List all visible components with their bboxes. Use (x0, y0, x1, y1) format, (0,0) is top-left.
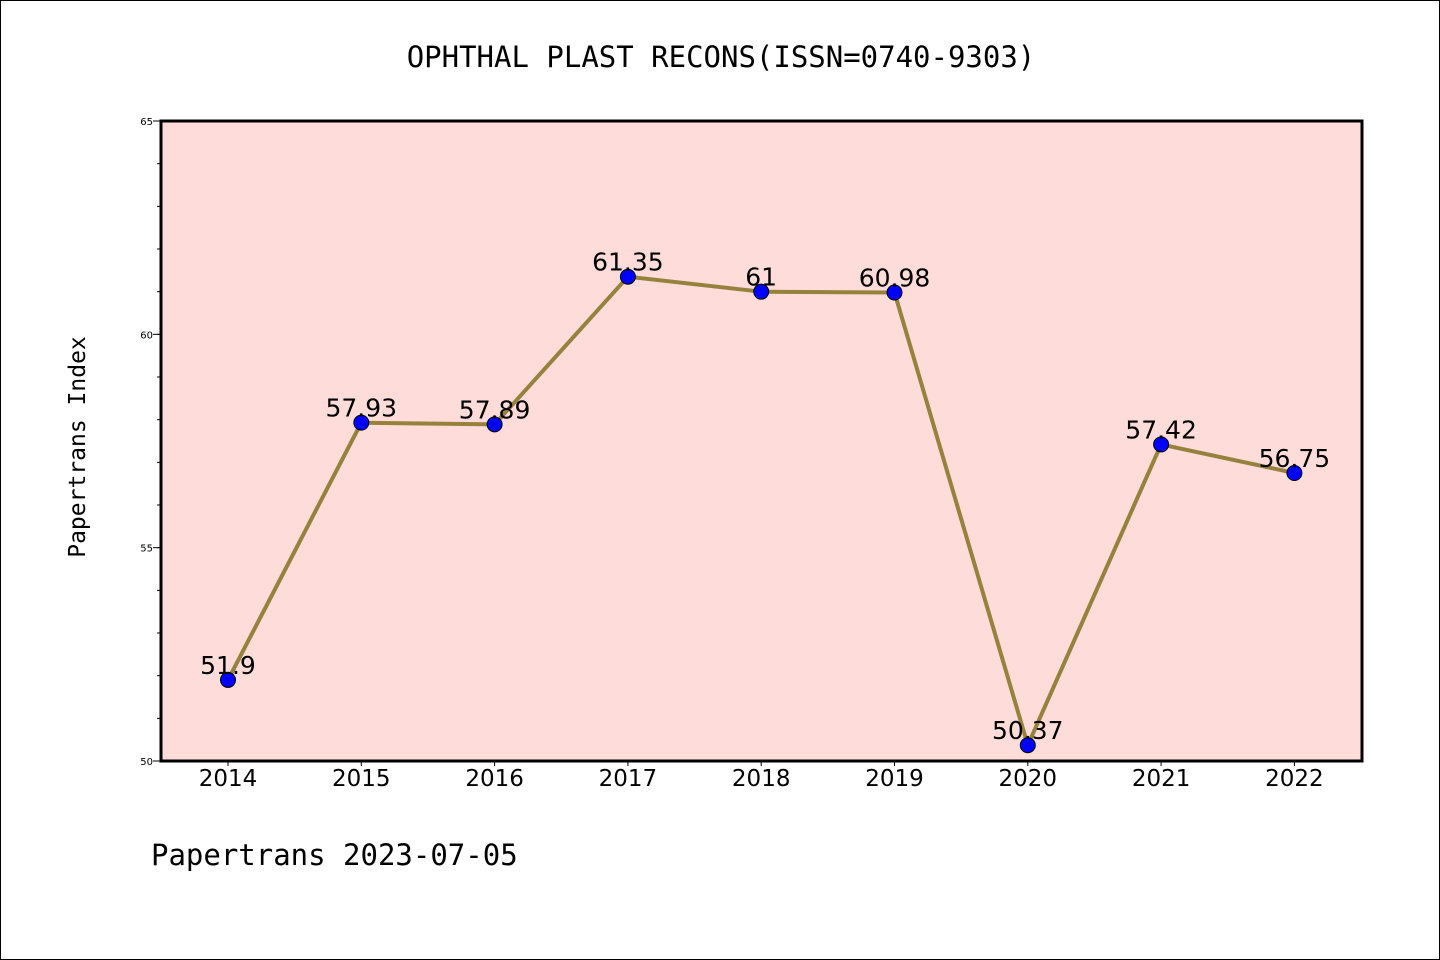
data-labels-group: 51.9 57.93 57.89 61.35 61 60.98 50.37 57.42 56.7… (200, 248, 1330, 745)
series-points-group (220, 268, 1303, 754)
x-tick-label: 2016 (465, 766, 524, 792)
data-label: 57.89 (459, 395, 531, 424)
y-tick-label: 50 (140, 757, 153, 768)
x-tick-label: 2018 (732, 766, 791, 792)
data-point (220, 671, 236, 688)
data-label: 61.35 (592, 248, 664, 277)
x-tick-label: 2015 (332, 766, 391, 792)
plot-frame (159, 119, 1364, 763)
data-label: 57.42 (1125, 415, 1197, 444)
x-tick-label: 2019 (865, 766, 924, 792)
x-tick-label: 2014 (199, 766, 258, 792)
data-point (753, 283, 770, 300)
data-label: 60.98 (859, 264, 931, 293)
data-label: 56.75 (1259, 444, 1331, 473)
data-label: 57.93 (326, 394, 398, 423)
x-tick-label: 2022 (1265, 766, 1324, 792)
data-label: 61 (745, 263, 777, 292)
data-point (1153, 436, 1170, 453)
data-point (619, 268, 636, 285)
chart-title: OPHTHAL PLAST RECONS(ISSN=0740-9303) (407, 40, 1036, 74)
x-tick-label: 2017 (599, 766, 658, 792)
x-tick-label: 2021 (1132, 766, 1191, 792)
data-point (1019, 737, 1036, 754)
y-tick-label: 65 (140, 117, 153, 128)
data-label: 51.9 (200, 651, 256, 680)
data-point (1286, 465, 1303, 481)
y-tick-label: 55 (140, 544, 153, 555)
y-axis-ticks: 50 55 60 65 (140, 117, 161, 768)
data-point (886, 284, 903, 301)
x-tick-label: 2020 (999, 766, 1058, 792)
y-tick-label: 60 (140, 330, 153, 341)
data-label: 50.37 (992, 716, 1064, 745)
y-axis-label: Papertrans Index (65, 336, 91, 558)
data-point (353, 414, 370, 431)
data-point (486, 416, 503, 433)
x-axis-ticks: 2014 2015 2016 2017 2018 2019 2020 2021 2022 (199, 761, 1324, 792)
footer-text: Papertrans 2023-07-05 (151, 838, 518, 872)
